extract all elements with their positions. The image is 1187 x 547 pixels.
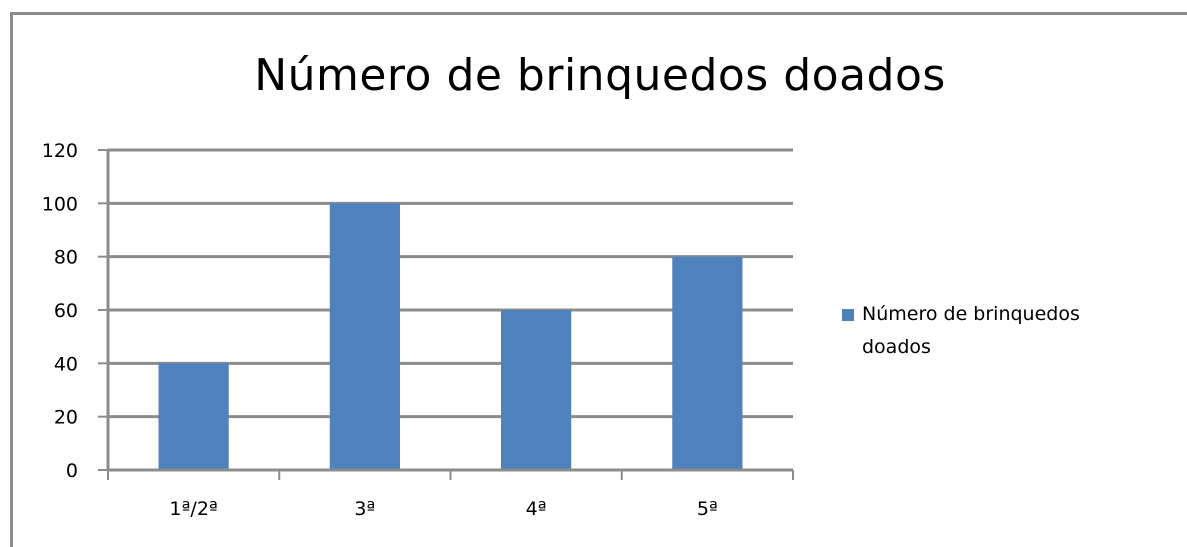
y-tick-label: 100 (42, 193, 78, 215)
x-tick-label: 4ª (526, 498, 547, 520)
legend-label: Número de brinquedos doados (862, 303, 1080, 358)
x-tick-label: 5ª (697, 498, 718, 520)
legend-swatch (842, 309, 854, 321)
x-tick-label: 3ª (354, 498, 375, 520)
bar (672, 256, 743, 470)
y-tick-label: 120 (42, 140, 78, 162)
bar (329, 203, 400, 471)
bar (158, 363, 229, 470)
y-tick-label: 20 (54, 407, 78, 429)
tick-labels: 0 20 40 60 80 100 120 1ª/2ª 3ª 4ª 5ª (42, 140, 718, 520)
axes (98, 149, 794, 480)
chart-title: Número de brinquedos doados (254, 50, 946, 101)
bar (501, 310, 572, 470)
legend: Número de brinquedos doados (842, 298, 1162, 364)
y-tick-label: 0 (66, 460, 78, 482)
x-tick-label: 1ª/2ª (169, 498, 217, 520)
y-tick-label: 60 (54, 300, 78, 322)
y-tick-label: 80 (54, 247, 78, 269)
y-tick-label: 40 (54, 353, 78, 375)
bars (158, 203, 743, 471)
